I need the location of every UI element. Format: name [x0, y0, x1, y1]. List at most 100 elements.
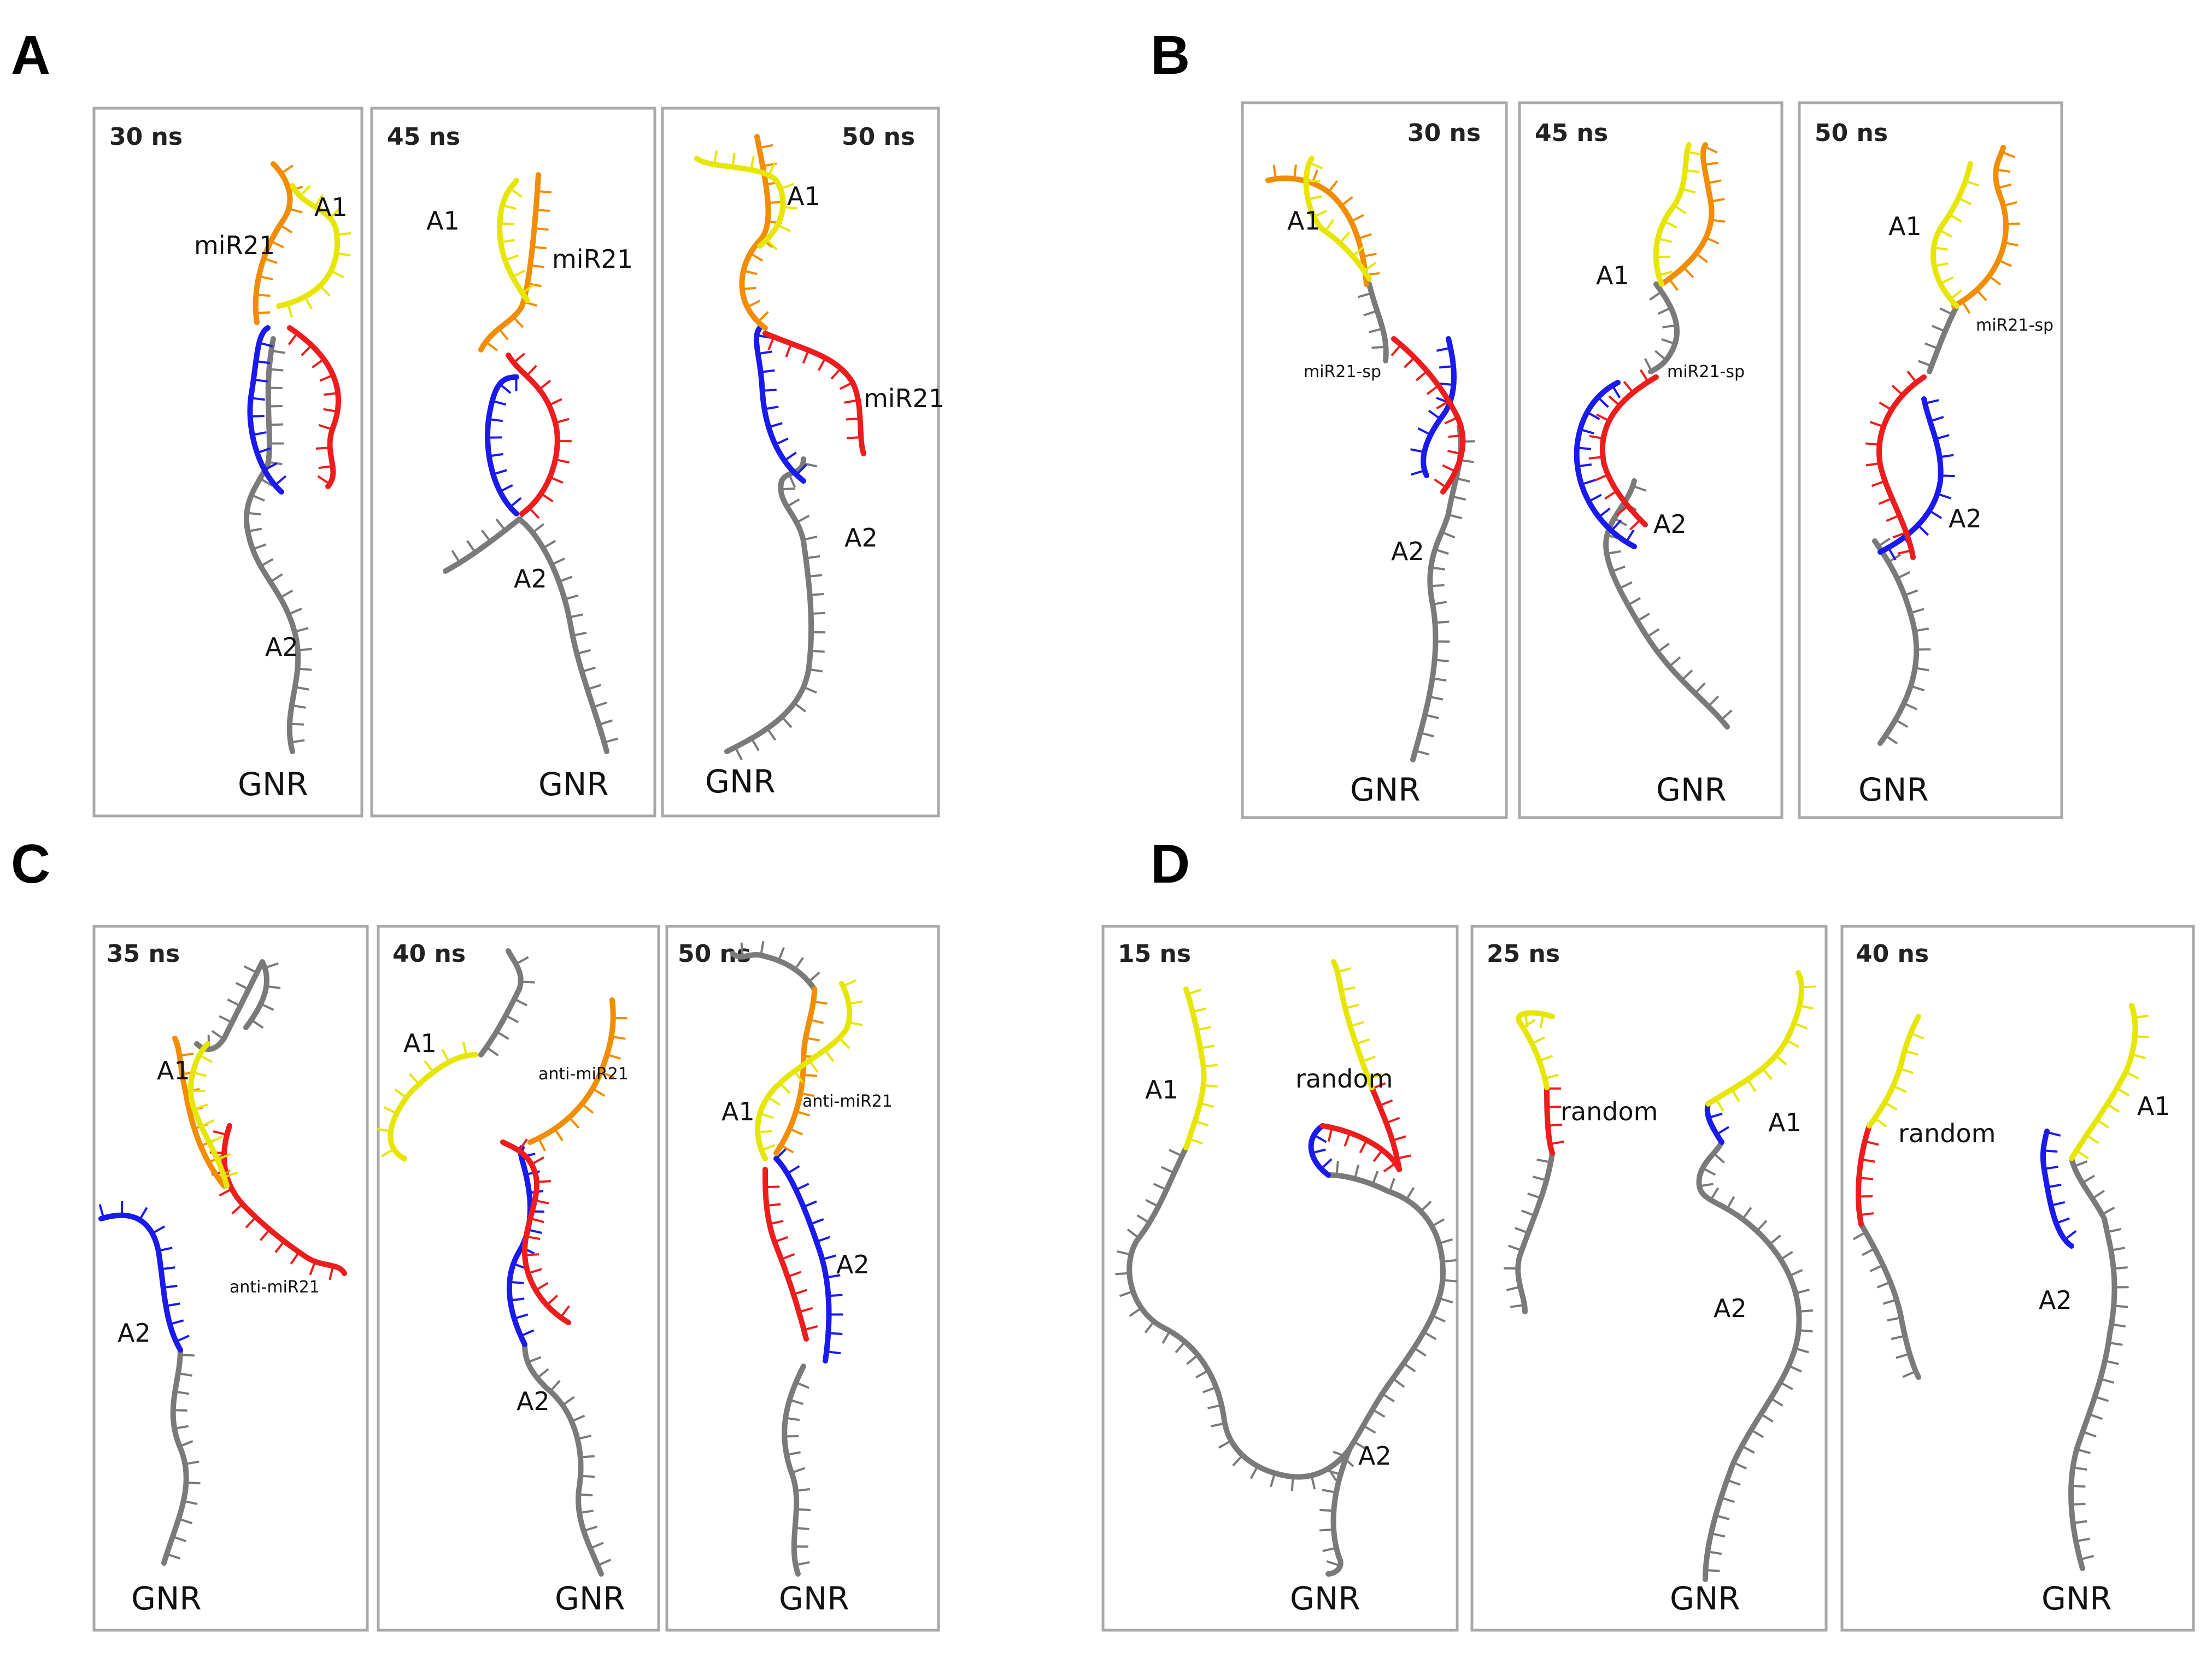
- frame-border: [1518, 101, 1783, 819]
- strand-backbone: [1696, 1139, 1802, 1582]
- strand-a1: [1331, 959, 1375, 1090]
- frame-border: [661, 107, 940, 818]
- strand-backbone: [1648, 281, 1680, 374]
- label-anti-mir21: anti-miR21: [230, 1278, 320, 1297]
- label-gnr: GNR: [779, 1580, 849, 1617]
- label-a1: A1: [1287, 206, 1321, 236]
- strand-backbone: [244, 336, 301, 754]
- label-a1: A1: [1596, 261, 1629, 290]
- panel-a: 30 ns A1 miR21 A2 GNR 45 ns A1 miR21 A2 …: [92, 107, 944, 818]
- label-a2: A2: [1949, 504, 1982, 533]
- frame-border: [1798, 101, 2063, 819]
- strand-a1: [388, 1052, 478, 1161]
- strand-backbone: [1325, 1445, 1353, 1577]
- strand-target: [506, 352, 560, 516]
- strand-target: [221, 1123, 347, 1276]
- strand-a1: [1653, 142, 1692, 287]
- strand-backbone: [730, 951, 817, 992]
- strand-a2: [247, 325, 284, 495]
- strand-a1: [188, 1041, 230, 1189]
- strand-backbone: [1858, 1221, 1921, 1380]
- strand-backbone: [724, 456, 814, 754]
- time-label: 35 ns: [107, 940, 180, 968]
- snapshot-frame-d3: 40 ns random A1 A2 GNR: [1840, 925, 2195, 1632]
- label-gnr: GNR: [1350, 771, 1421, 808]
- strand-mir: [1951, 145, 2009, 309]
- label-a1: A1: [314, 192, 348, 222]
- strand-a2: [1877, 396, 1944, 555]
- label-mir21: miR21: [552, 244, 633, 274]
- label-gnr: GNR: [238, 766, 308, 803]
- time-label: 30 ns: [109, 123, 183, 151]
- label-a1: A1: [403, 1029, 437, 1058]
- strand-a1: [1183, 986, 1207, 1150]
- time-label: 45 ns: [387, 123, 460, 151]
- strand-backbone: [1366, 281, 1389, 363]
- label-random: random: [1560, 1097, 1658, 1126]
- frame-border: [665, 925, 940, 1632]
- label-a2: A2: [1391, 537, 1424, 566]
- snapshot-frame-a2: 45 ns A1 miR21 A2 GNR: [370, 107, 656, 818]
- label-a1: A1: [426, 206, 460, 236]
- label-mir21-sp: miR21-sp: [1304, 362, 1381, 381]
- strand-a2: [2040, 1129, 2074, 1249]
- strand-target: [500, 1139, 571, 1325]
- label-a2: A2: [514, 564, 547, 593]
- snapshot-frame-b2: 45 ns A1 miR21-sp A2 GNR: [1518, 101, 1783, 819]
- snapshot-frame-a1: 30 ns A1 miR21 A2 GNR: [92, 107, 363, 818]
- strand-backbone: [1515, 1150, 1555, 1314]
- strand-a1: [694, 156, 786, 249]
- strand-target: [1544, 1085, 1555, 1156]
- frame-border: [1840, 925, 2195, 1632]
- label-a1: A1: [1888, 211, 1922, 241]
- snapshot-frame-c1: 35 ns A1 anti-miR21 A2 GNR: [92, 925, 369, 1632]
- strand-mir: [739, 134, 771, 331]
- label-anti-mir21: anti-miR21: [802, 1092, 893, 1111]
- panel-c: 35 ns A1 anti-miR21 A2 GNR 40 ns A1 anti…: [92, 925, 940, 1632]
- label-gnr: GNR: [2041, 1580, 2112, 1617]
- label-mir21-sp: miR21-sp: [1976, 316, 2053, 335]
- label-a1: A1: [1145, 1075, 1178, 1104]
- strand-a2: [1308, 1123, 1331, 1178]
- time-label: 15 ns: [1118, 940, 1191, 968]
- panel-label-c: C: [11, 833, 50, 895]
- strand-a1: [1516, 1010, 1555, 1090]
- strand-target: [762, 331, 866, 456]
- label-anti-mir21: anti-miR21: [538, 1065, 629, 1084]
- time-label: 50 ns: [1815, 119, 1888, 147]
- strand-target: [1320, 1085, 1402, 1172]
- label-random: random: [1898, 1119, 1996, 1148]
- strand-mir: [773, 986, 817, 1156]
- label-a2: A2: [1358, 1441, 1392, 1471]
- label-a2: A2: [1714, 1294, 1747, 1323]
- time-label: 25 ns: [1487, 940, 1560, 968]
- strand-a1: [497, 178, 530, 303]
- time-label: 40 ns: [392, 940, 466, 968]
- label-a1: A1: [787, 181, 820, 211]
- strand-target: [762, 1167, 809, 1342]
- strand-mir: [1265, 175, 1369, 287]
- time-label: 50 ns: [678, 940, 751, 968]
- label-a2: A2: [517, 1386, 550, 1416]
- label-a2: A2: [844, 523, 878, 553]
- strand-target: [1391, 336, 1466, 495]
- label-a2: A2: [265, 632, 298, 662]
- label-a1: A1: [721, 1097, 755, 1126]
- strand-a2: [485, 374, 519, 516]
- strand-backbone: [161, 1347, 189, 1566]
- label-gnr: GNR: [1290, 1580, 1360, 1617]
- label-gnr: GNR: [705, 763, 776, 800]
- label-gnr: GNR: [538, 766, 609, 803]
- strand-a1: [1303, 156, 1372, 281]
- snapshot-frame-b1: 30 ns A1 miR21-sp A2 GNR: [1241, 101, 1508, 819]
- panel-d: 15 ns A1 random A2 GNR 25 ns random A1 A…: [1101, 925, 2195, 1632]
- strand-target: [1876, 374, 1927, 560]
- strand-backbone: [1410, 424, 1464, 762]
- label-mir21: miR21: [864, 384, 944, 413]
- strand-target: [1856, 1123, 1872, 1227]
- frame-border: [92, 107, 363, 818]
- strand-backbone: [2068, 1156, 2117, 1571]
- snapshot-frame-c3: 50 ns A1 anti-miR21 A2 GNR: [665, 925, 940, 1632]
- strand-a1: [1930, 161, 1973, 309]
- label-mir21-sp: miR21-sp: [1667, 362, 1745, 381]
